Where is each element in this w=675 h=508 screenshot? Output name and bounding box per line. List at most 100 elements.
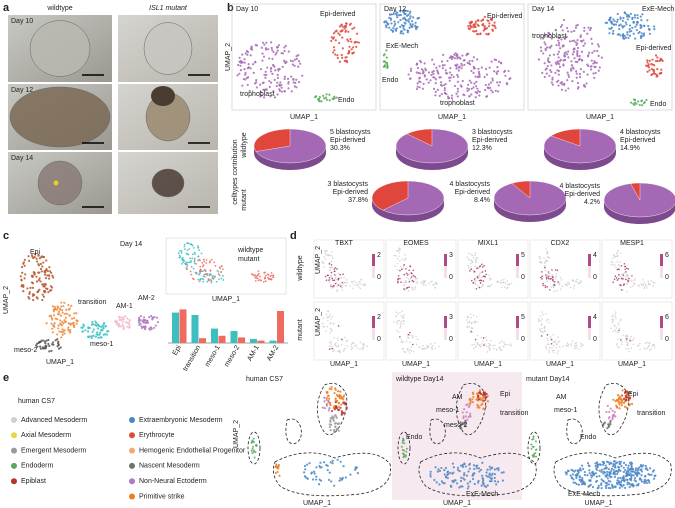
cell-dot	[621, 341, 623, 343]
cell-dot	[330, 251, 333, 253]
cell-dot	[483, 15, 486, 18]
cell-dot	[403, 442, 406, 445]
cell-dot	[399, 18, 402, 22]
cell-dot	[185, 261, 187, 264]
cell-dot	[434, 466, 437, 469]
cell-dot	[341, 56, 344, 59]
cluster-annotation: ExE-Mech	[568, 491, 600, 498]
cell-dot	[251, 440, 254, 443]
cell-dot	[397, 278, 399, 281]
cluster-annotation: Endo	[406, 434, 422, 441]
cell-dot	[463, 63, 466, 66]
cell-dot	[554, 61, 557, 64]
cell-dot	[618, 407, 621, 410]
cell-dot	[261, 52, 264, 55]
cell-dot	[616, 279, 619, 281]
cell-dot	[611, 417, 614, 420]
cell-dot	[485, 336, 487, 339]
cell-dot	[597, 69, 600, 72]
cell-dot	[615, 276, 618, 279]
cell-dot	[19, 275, 22, 278]
cell-dot	[261, 81, 264, 85]
cell-dot	[68, 330, 71, 333]
cell-dot	[339, 351, 342, 354]
cell-dot	[325, 330, 327, 332]
cell-dot	[458, 486, 461, 489]
cell-dot	[337, 429, 340, 432]
cell-dot	[394, 10, 397, 13]
cell-dot	[94, 335, 97, 338]
cell-dot	[626, 18, 629, 21]
cell-dot	[344, 29, 348, 32]
cell-dot	[456, 63, 459, 66]
cell-dot	[330, 275, 333, 278]
cell-dot	[41, 283, 44, 286]
cell-dot	[396, 268, 399, 271]
cell-dot	[422, 284, 424, 286]
cell-dot	[468, 321, 471, 324]
cell-dot	[630, 335, 632, 338]
cell-dot	[461, 54, 464, 57]
cell-dot	[591, 42, 594, 45]
cell-dot	[407, 20, 411, 23]
cell-dot	[544, 286, 547, 289]
cell-dot	[183, 245, 186, 248]
cell-dot	[301, 74, 304, 77]
cell-dot	[550, 70, 553, 74]
cell-dot	[579, 469, 583, 472]
cell-dot	[354, 284, 356, 286]
cell-dot	[28, 297, 31, 300]
cell-dot	[401, 32, 405, 35]
cell-dot	[485, 474, 488, 477]
cell-dot	[466, 256, 469, 259]
cell-dot	[463, 472, 466, 475]
cell-dot	[434, 342, 436, 344]
cell-dot	[628, 28, 631, 31]
cell-dot	[493, 472, 496, 476]
cell-dot	[615, 317, 617, 320]
cell-dot	[343, 348, 345, 351]
cell-dot	[547, 57, 550, 60]
cell-dot	[236, 74, 239, 77]
cell-dot	[56, 338, 59, 341]
cell-dot	[244, 71, 247, 74]
scale-label: 0	[593, 336, 597, 343]
cell-dot	[586, 32, 589, 35]
cell-dot	[384, 61, 387, 64]
cell-dot	[580, 464, 584, 467]
cell-dot	[271, 274, 273, 277]
cell-dot	[272, 90, 275, 93]
legend-label: Non-Neural Ectoderm	[139, 478, 207, 485]
cell-dot	[333, 484, 336, 487]
cell-dot	[299, 62, 302, 65]
cell-dot	[612, 18, 615, 21]
axis-label: UMAP_1	[443, 500, 471, 507]
cell-dot	[148, 316, 151, 319]
cell-dot	[577, 347, 580, 350]
cell-dot	[550, 81, 553, 84]
cell-dot	[632, 339, 634, 341]
cell-dot	[486, 33, 490, 36]
cell-dot	[450, 485, 453, 488]
cell-dot	[490, 474, 493, 477]
cell-dot	[593, 76, 596, 80]
cell-dot	[477, 395, 480, 398]
cell-dot	[275, 84, 278, 88]
cell-dot	[600, 482, 603, 485]
cell-dot	[654, 54, 658, 57]
cell-dot	[64, 316, 67, 319]
cell-dot	[441, 66, 445, 70]
cell-dot	[124, 315, 127, 318]
cell-dot	[269, 67, 273, 70]
cell-dot	[404, 351, 407, 354]
cell-dot	[578, 54, 581, 58]
cell-dot	[621, 26, 624, 29]
cell-dot	[366, 345, 368, 348]
cell-dot	[442, 53, 445, 56]
cell-dot	[635, 467, 638, 470]
cell-dot	[496, 70, 500, 73]
cell-dot	[641, 284, 643, 286]
cell-dot	[479, 392, 483, 396]
cell-dot	[197, 245, 199, 248]
cell-dot	[619, 469, 622, 473]
